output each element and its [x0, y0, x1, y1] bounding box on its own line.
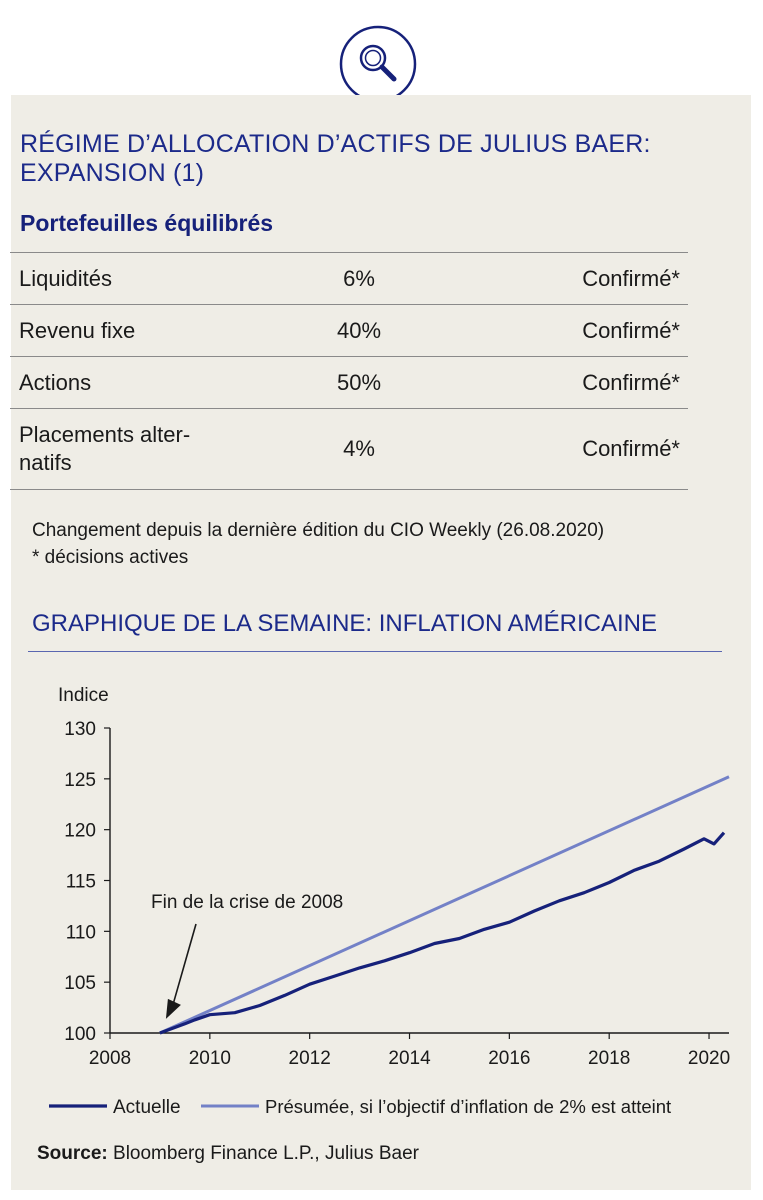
row-label-line1: Placements alter- — [19, 422, 191, 447]
row-status: Confirmé* — [449, 356, 688, 409]
x-tick-label: 2008 — [89, 1048, 131, 1069]
legend-label-presumee: Présumée, si l’objectif d’inflation de 2… — [265, 1096, 671, 1117]
table-row: Placements alter- natifs 4% Confirmé* — [10, 408, 688, 490]
source-text: Bloomberg Finance L.P., Julius Baer — [107, 1143, 419, 1164]
magnifier-icon — [339, 25, 417, 103]
allocation-subtitle: Portefeuilles équilibrés — [20, 210, 274, 236]
row-status: Confirmé* — [449, 304, 688, 357]
y-tick-label: 130 — [64, 719, 96, 740]
source-note: Source: Bloomberg Finance L.P., Julius B… — [37, 1143, 419, 1165]
y-tick-label: 125 — [64, 770, 96, 791]
row-value: 40% — [269, 304, 449, 357]
row-value: 6% — [269, 252, 449, 305]
table-row: Liquidités 6% Confirmé* — [10, 252, 688, 305]
annotation-arrow-line — [172, 923, 197, 1006]
x-tick-label: 2016 — [488, 1048, 530, 1069]
y-tick-label: 115 — [66, 872, 96, 893]
chart-ticks: 100 105 110 115 120 125 130 2008 2010 2012 2014 201… — [64, 719, 730, 1069]
row-label: Revenu fixe — [10, 304, 269, 357]
y-tick-label: 100 — [64, 1024, 96, 1045]
chart-axes — [109, 728, 729, 1034]
active-decisions-note: * décisions actives — [32, 547, 189, 568]
chart-title-divider — [28, 651, 722, 652]
row-value: 50% — [269, 356, 449, 409]
y-axis-label: Indice — [58, 685, 109, 706]
legend-label-actuelle: Actuelle — [113, 1097, 181, 1118]
chart-annotation: Fin de la crise de 2008 — [151, 892, 343, 1019]
allocation-title: RÉGIME D’ALLOCATION D’ACTIFS DE JULIUS B… — [20, 130, 720, 188]
chart-title: GRAPHIQUE DE LA SEMAINE: INFLATION AMÉRI… — [32, 610, 658, 637]
row-label: Liquidités — [10, 252, 269, 305]
row-value: 4% — [269, 408, 449, 490]
annotation-label: Fin de la crise de 2008 — [151, 892, 343, 913]
y-tick-label: 105 — [64, 973, 96, 994]
change-note: Changement depuis la dernière édition du… — [32, 520, 605, 541]
row-label: Actions — [10, 356, 269, 409]
row-label-line2: natifs — [19, 450, 72, 475]
table-row: Actions 50% Confirmé* — [10, 356, 688, 409]
x-tick-label: 2012 — [289, 1048, 331, 1069]
row-status: Confirmé* — [449, 408, 688, 490]
chart-legend: Actuelle Présumée, si l’objectif d’inflat… — [49, 1096, 671, 1118]
series-presumee-line — [159, 775, 730, 1035]
x-tick-label: 2020 — [688, 1048, 730, 1069]
annotation-arrowhead — [165, 998, 181, 1019]
row-label: Placements alter- natifs — [10, 408, 269, 490]
allocation-table: Liquidités 6% Confirmé* Revenu fixe 40% … — [10, 252, 688, 490]
inflation-chart: Indice 100 105 110 115 120 125 130 2008 2010 2012… — [49, 685, 730, 1118]
table-row: Revenu fixe 40% Confirmé* — [10, 304, 688, 357]
source-label: Source: — [37, 1143, 108, 1164]
y-tick-label: 120 — [64, 821, 96, 842]
y-tick-label: 110 — [66, 922, 96, 943]
allocation-title-line2: EXPANSION (1) — [20, 159, 205, 187]
chart-series — [159, 775, 730, 1035]
row-status: Confirmé* — [449, 252, 688, 305]
allocation-notes: Changement depuis la dernière édition du… — [32, 517, 604, 571]
x-tick-label: 2018 — [588, 1048, 630, 1069]
x-tick-label: 2010 — [189, 1048, 231, 1069]
x-tick-label: 2014 — [388, 1048, 431, 1069]
series-actuelle-line — [159, 831, 726, 1035]
allocation-title-line1: RÉGIME D’ALLOCATION D’ACTIFS DE JULIUS B… — [20, 130, 651, 158]
